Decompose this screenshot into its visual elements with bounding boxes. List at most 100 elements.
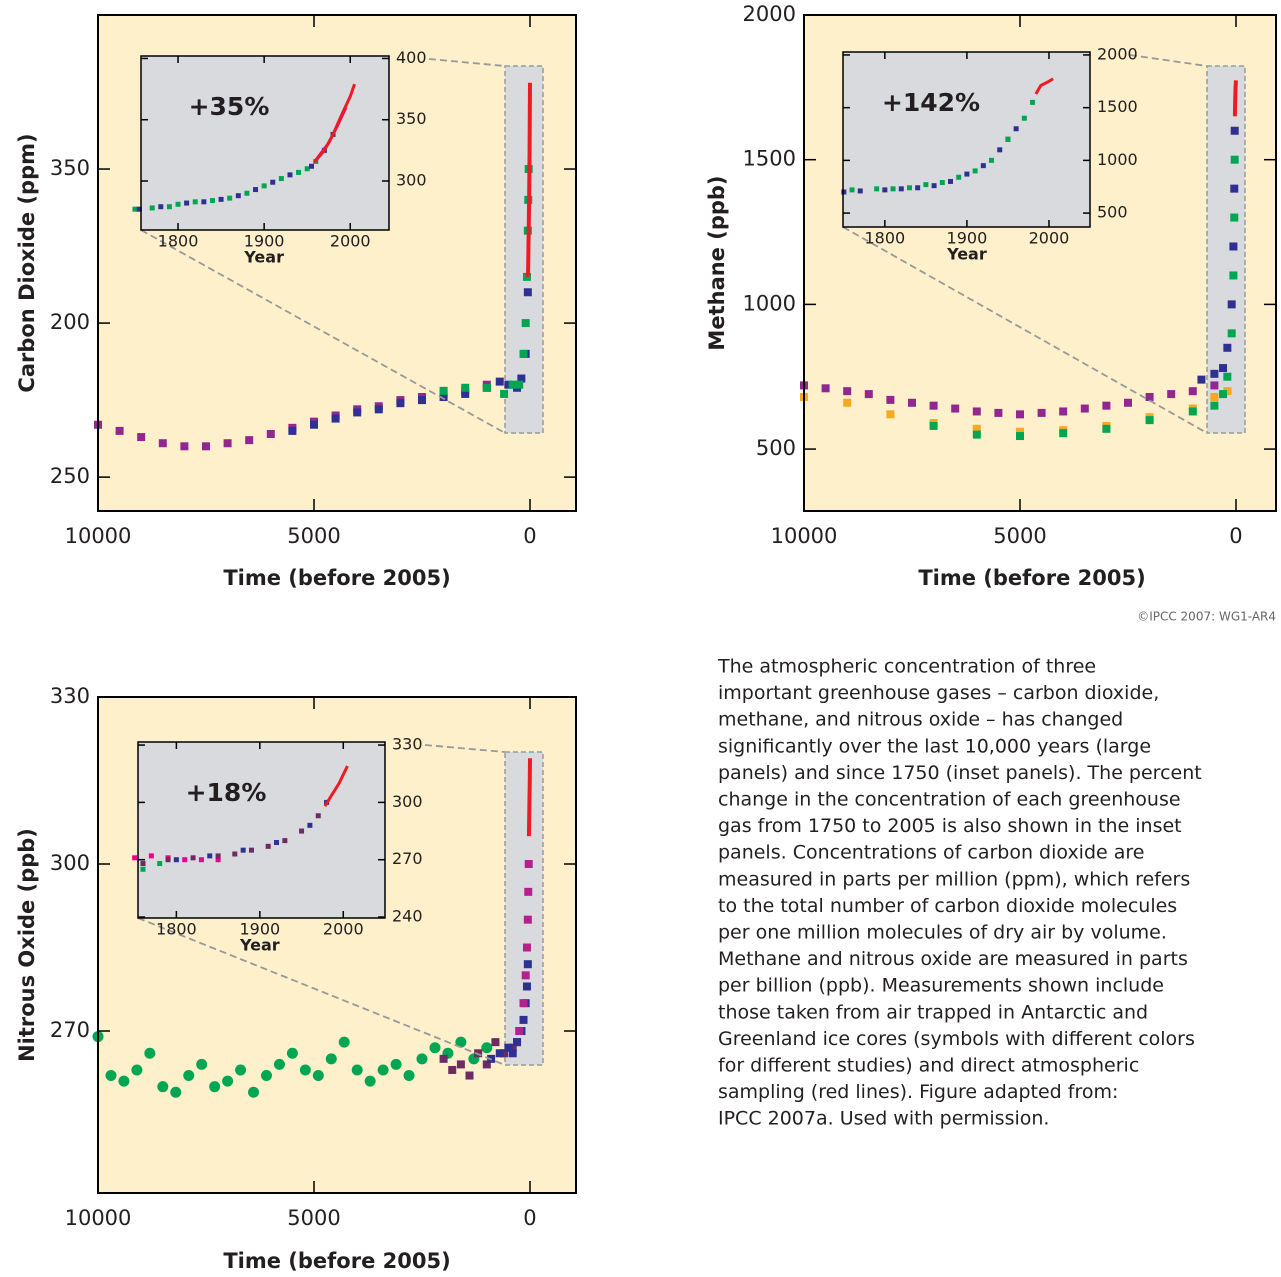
zoom-connector — [1129, 54, 1208, 67]
y-tick-label: 250 — [50, 464, 90, 488]
data-line — [312, 83, 356, 164]
caption-line: IPCC 2007a. Used with permission. — [718, 1108, 1049, 1130]
caption-line: panels. Concentrations of carbon dioxide… — [718, 842, 1144, 864]
data-point — [1059, 429, 1068, 438]
data-point — [849, 187, 855, 193]
data-point — [890, 186, 896, 192]
x-axis-label: Time (before 2005) — [918, 566, 1145, 590]
data-point — [309, 163, 314, 169]
data-point — [215, 853, 221, 859]
data-point — [1230, 126, 1239, 135]
data-point — [1229, 271, 1238, 280]
data-point — [524, 887, 533, 896]
y-tick-label: 300 — [50, 851, 90, 875]
x-tick-label: 0 — [1229, 524, 1242, 548]
data-point — [1188, 407, 1197, 416]
data-point — [248, 1086, 260, 1098]
data-point — [1210, 401, 1219, 410]
plot-frame — [803, 14, 1277, 512]
data-point — [227, 195, 233, 201]
data-point — [1005, 136, 1011, 142]
data-point — [149, 205, 155, 211]
data-point — [522, 982, 531, 991]
data-point — [508, 380, 517, 389]
data-point — [265, 843, 271, 849]
zoom-connector — [140, 229, 506, 434]
data-point — [1015, 432, 1024, 441]
data-point — [196, 1058, 208, 1070]
data-point — [951, 404, 960, 413]
caption-line: The atmospheric concentration of three — [717, 656, 1096, 678]
data-point — [1037, 408, 1046, 417]
caption-line: significantly over the last 10,000 years… — [718, 735, 1151, 757]
data-point — [429, 1042, 441, 1054]
percent-change: +18% — [186, 778, 267, 807]
data-point — [201, 199, 207, 205]
data-point — [396, 399, 405, 408]
x-tick-label: 1800 — [864, 229, 905, 248]
y-tick-label: 200 — [50, 310, 90, 334]
data-point — [1223, 372, 1232, 381]
data-point — [248, 847, 254, 853]
data-point — [882, 187, 888, 193]
data-point — [1229, 242, 1238, 251]
data-point — [523, 915, 532, 924]
percent-change: +142% — [882, 88, 980, 117]
caption-line: Methane and nitrous oxide are measured i… — [718, 948, 1188, 970]
data-point — [170, 1086, 182, 1098]
x-tick-label: 1900 — [239, 920, 280, 939]
data-point — [287, 172, 293, 178]
data-point — [972, 424, 981, 433]
x-tick-label: 2000 — [1029, 229, 1070, 248]
data-point — [939, 180, 945, 186]
data-point — [886, 410, 895, 419]
data-point — [972, 168, 978, 174]
data-point — [915, 185, 921, 191]
caption-line: measured in parts per million (ppm), whi… — [718, 868, 1190, 890]
plot-frame — [140, 55, 390, 231]
data-point — [1013, 126, 1019, 132]
data-point — [517, 374, 526, 383]
data-point — [253, 187, 259, 193]
data-point — [504, 380, 513, 389]
plot-frame — [97, 14, 577, 512]
y-tick-label: 500 — [756, 436, 796, 460]
caption-line: for different studies) and direct atmosp… — [718, 1055, 1139, 1077]
data-point — [416, 1053, 428, 1065]
y-axis-label: Methane (ppb) — [705, 175, 729, 350]
data-point — [1230, 213, 1239, 222]
data-point — [495, 377, 504, 386]
data-point — [519, 1015, 528, 1024]
data-point — [132, 855, 138, 861]
data-point — [353, 408, 362, 417]
data-point — [504, 1043, 513, 1052]
data-point — [456, 1060, 465, 1069]
data-point — [515, 380, 524, 389]
data-point — [523, 960, 532, 969]
x-tick-label: 0 — [523, 524, 536, 548]
data-point — [923, 182, 929, 188]
data-point — [158, 439, 167, 448]
data-point — [209, 198, 215, 204]
data-point — [956, 174, 962, 180]
y-tick-label: 240 — [392, 907, 423, 926]
data-line — [525, 82, 532, 277]
zoom-connector — [428, 58, 506, 67]
x-axis-label: Time (before 2005) — [223, 1249, 450, 1273]
data-point — [857, 188, 863, 194]
data-point — [964, 171, 970, 177]
inset-background — [141, 56, 389, 230]
data-point — [374, 405, 383, 414]
data-point — [519, 999, 528, 1008]
data-point — [843, 387, 852, 396]
y-tick-label: 1500 — [743, 147, 796, 171]
zoom-region — [504, 751, 544, 1066]
data-point — [278, 176, 284, 182]
credit: ©IPCC 2007: WG1-AR4 — [1137, 610, 1276, 624]
data-point — [309, 420, 318, 429]
data-point — [1210, 381, 1219, 390]
y-tick-label: 270 — [50, 1018, 90, 1042]
inset-x-axis-label: Year — [946, 245, 987, 264]
y-tick-label: 330 — [392, 735, 423, 754]
data-point — [209, 1081, 221, 1093]
